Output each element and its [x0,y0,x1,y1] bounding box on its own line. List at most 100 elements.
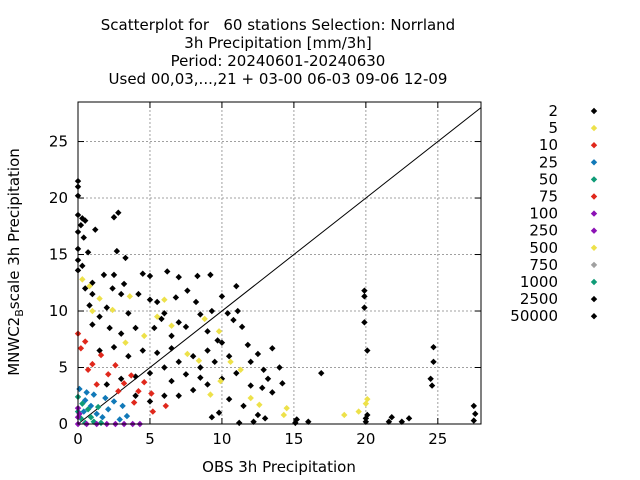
legend-label: 500 [529,239,558,257]
legend-marker [590,261,598,269]
data-point [125,310,132,317]
data-point [182,323,190,331]
title-line-4: Used 00,03,...,21 + 03-00 06-03 09-06 12… [109,70,448,88]
data-point [93,381,100,388]
legend-label: 75 [539,188,558,206]
y-tick-label: 10 [49,302,68,320]
data-point [149,408,157,415]
data-point [110,398,118,405]
data-point [214,337,221,344]
data-point [79,276,86,283]
data-point [93,410,100,418]
data-point [112,362,119,369]
data-point [227,358,234,366]
data-point [106,324,113,332]
data-point [254,411,262,419]
y-tick-label: 20 [49,189,68,207]
data-point [364,347,371,354]
data-point [77,345,85,352]
x-tick-label: 25 [428,430,447,448]
data-point [237,366,244,373]
data-point [398,418,406,425]
legend-marker [590,313,598,320]
data-point [141,378,148,386]
data-point [430,343,437,351]
data-point [361,319,368,326]
legend-marker [590,210,598,217]
data-point [276,364,283,371]
legend-marker [590,124,598,132]
data-points [74,177,479,428]
data-point [125,353,132,360]
legend-label: 1000 [520,273,558,291]
data-point [109,306,116,314]
data-point [472,410,479,418]
y-axis-label-main: MNWC2 [5,317,23,376]
data-point [168,322,175,329]
data-point [81,285,89,292]
data-point [208,414,216,421]
data-point [470,417,478,424]
data-point [86,302,93,309]
data-point [175,358,182,366]
data-point [97,351,105,359]
data-point [109,285,116,292]
legend-marker [590,159,598,166]
data-point [430,358,437,366]
data-point [80,408,87,415]
data-point [184,350,191,358]
data-point [84,406,92,413]
data-point [247,382,254,389]
data-point [361,304,368,311]
legend-label: 750 [529,256,558,274]
data-point [256,401,263,408]
data-point [110,214,118,221]
data-point [189,386,197,394]
data-point [126,293,134,300]
data-point [139,347,146,354]
data-point [280,411,288,419]
data-point [264,375,272,383]
data-point [208,307,216,315]
data-point [168,377,175,385]
data-point [161,364,168,371]
legend-marker [590,295,598,303]
data-point [244,341,252,349]
legend-marker [590,227,598,234]
data-point [84,366,92,373]
data-point [117,290,125,298]
data-point [151,324,158,332]
data-point [224,310,231,317]
data-point [341,411,348,419]
legend-marker [590,193,598,200]
data-point [385,418,393,425]
data-point [100,271,108,279]
data-point [94,403,102,411]
data-point [247,358,254,366]
data-point [260,366,267,373]
data-point [96,295,103,302]
legend-label: 2 [548,102,558,120]
data-point [117,375,125,383]
data-point [361,293,368,300]
data-point [158,315,165,323]
x-tick-label: 20 [356,430,375,448]
data-point [318,369,325,377]
data-point [116,416,123,423]
data-point [110,271,118,279]
data-point [204,381,211,388]
series-0 [74,177,479,427]
plot-frame [77,101,482,425]
data-point [120,280,128,288]
legend-label: 5 [548,119,558,137]
data-point [259,384,266,392]
data-point [76,385,83,393]
data-point [218,293,226,300]
data-point [132,324,139,332]
data-point [115,209,122,216]
data-point [153,349,161,357]
x-axis-ticks: 0 5 10 15 20 25 [73,102,447,448]
data-point [87,414,95,421]
data-point [207,391,214,398]
